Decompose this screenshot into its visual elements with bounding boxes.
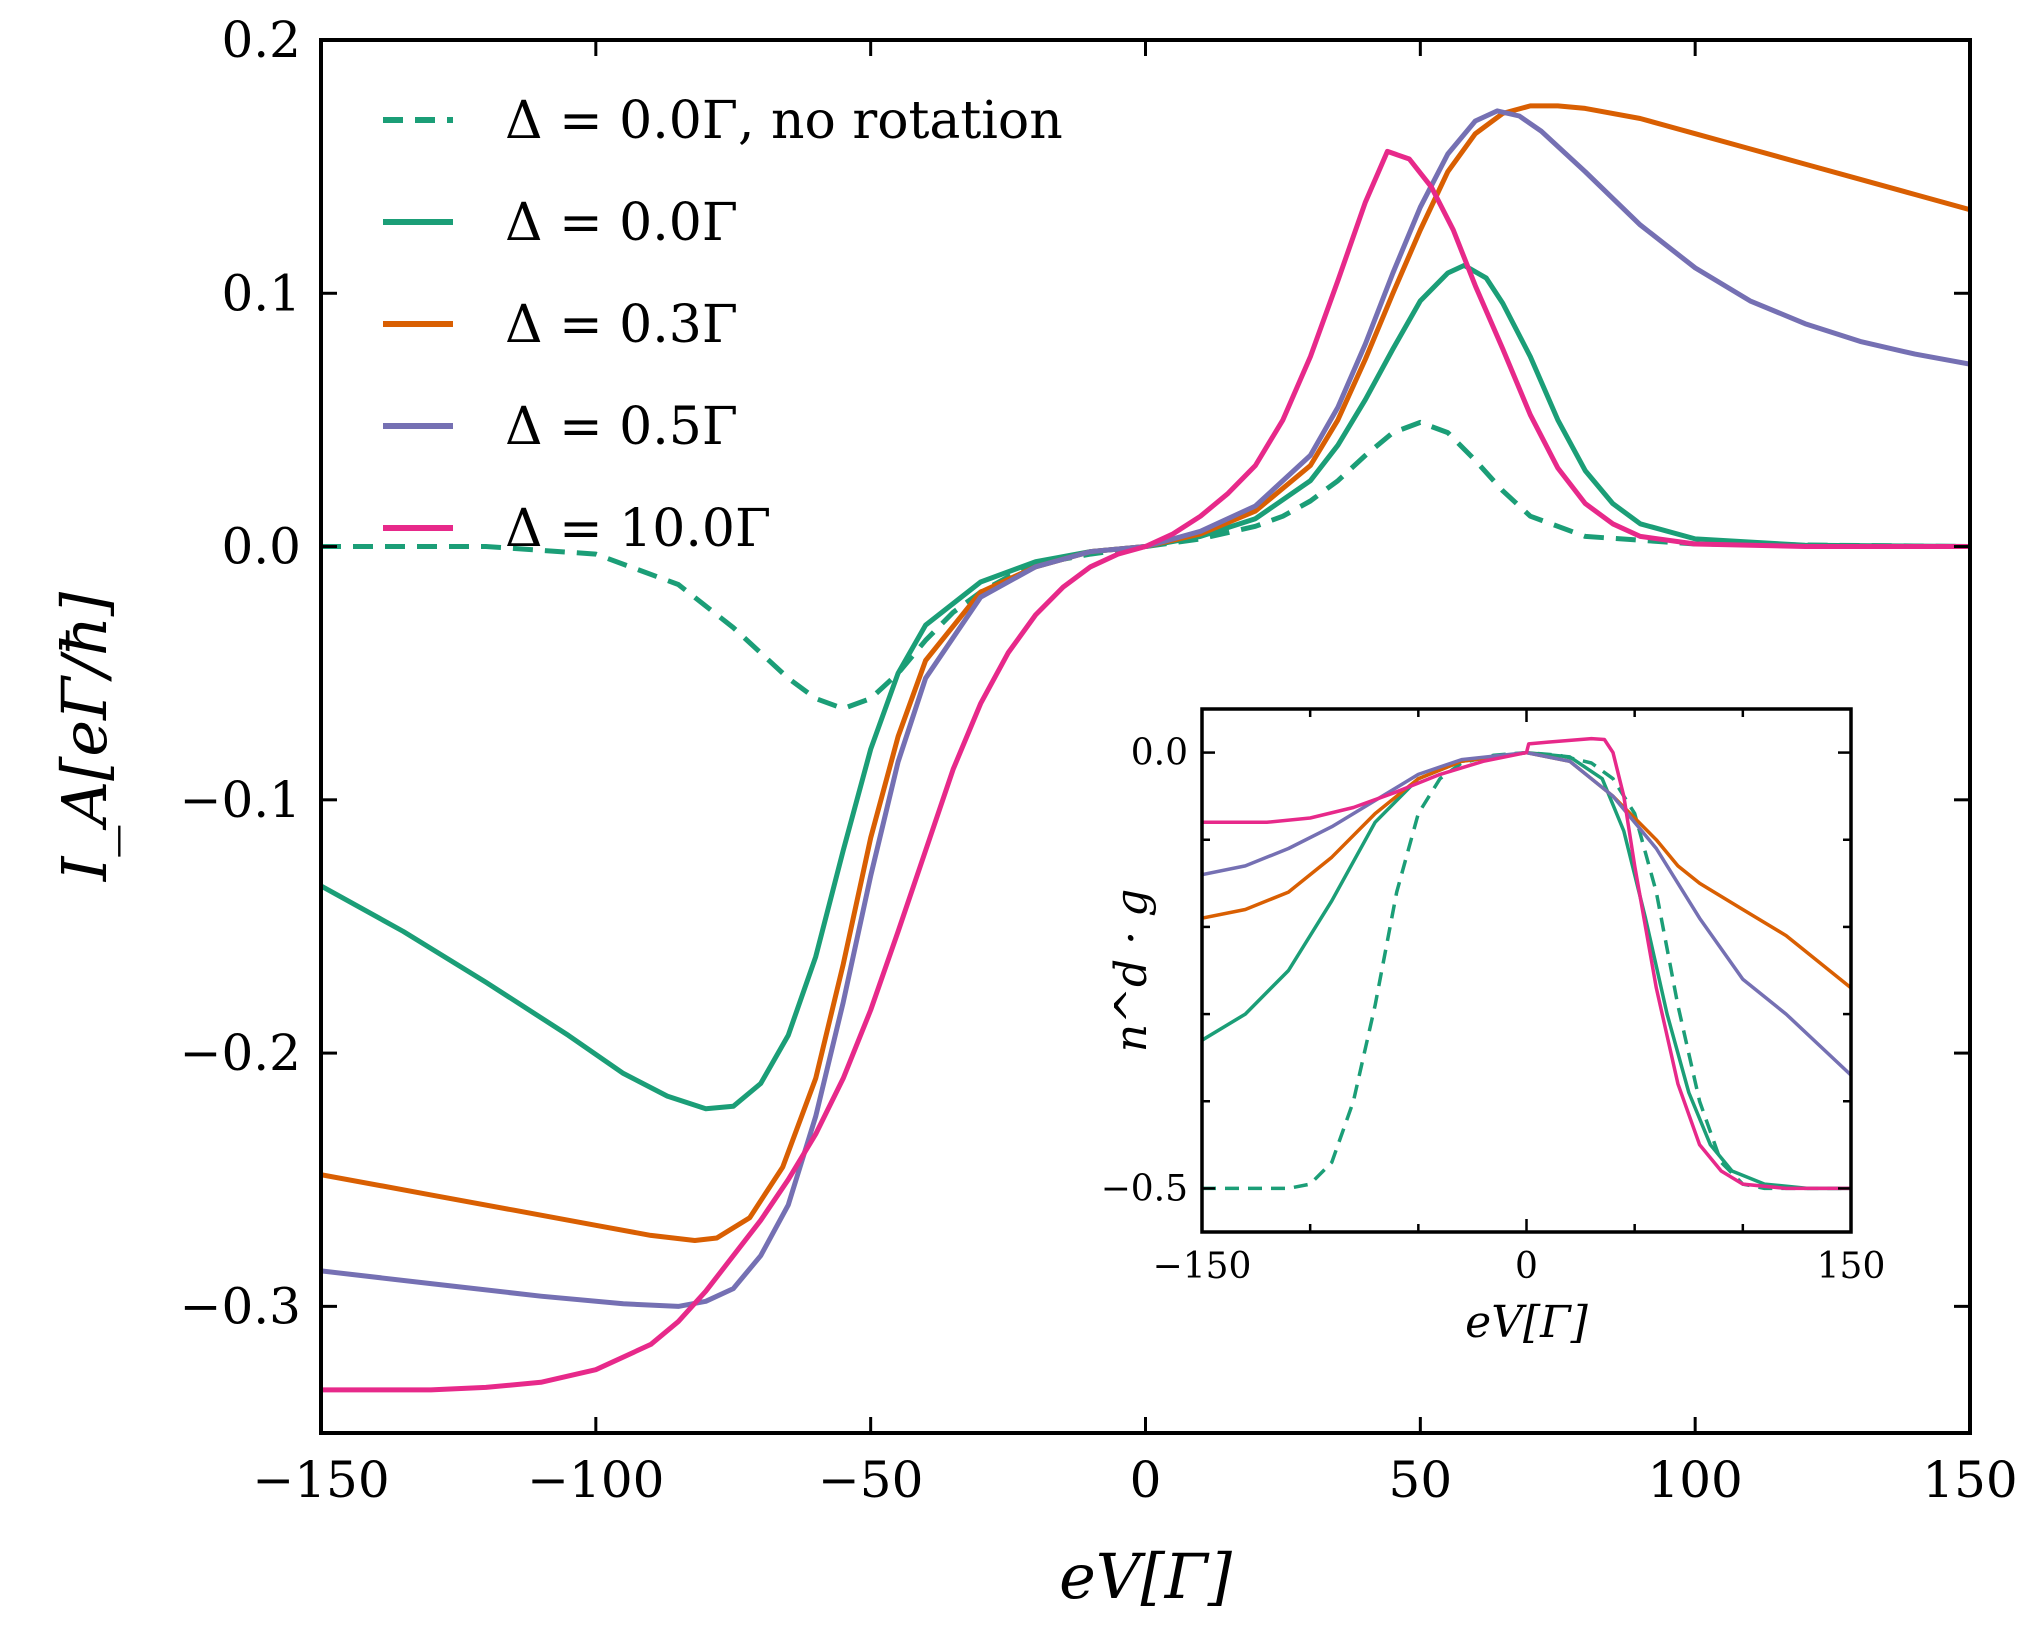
main-y-tick-label: −0.3 (180, 1277, 301, 1335)
inset-y-tick-label: −0.5 (1101, 1168, 1188, 1209)
main-series-line-10-0 (321, 148, 1970, 1393)
main-series-line-0-3 (321, 103, 1970, 1243)
main-series-line-0-5 (321, 108, 1970, 1309)
main-x-tick-label: −50 (818, 1451, 924, 1509)
inset-series-line-0-0 (1202, 750, 1851, 1191)
legend-label-0-5: Δ = 0.5Γ (505, 397, 738, 457)
inset-background (1062, 699, 1871, 1362)
main-x-tick-label: −150 (252, 1451, 389, 1509)
inset-x-axis-title: eV[Γ] (1465, 1297, 1589, 1348)
main-y-tick-label: 0.2 (221, 11, 301, 69)
inset-y-axis-title: n^d · g (1106, 889, 1157, 1053)
main-x-tick-label: 100 (1647, 1451, 1742, 1509)
inset-x-tick-label: 0 (1515, 1246, 1538, 1287)
legend-label-0-0: Δ = 0.0Γ (505, 193, 738, 253)
main-x-tick-label: −100 (527, 1451, 664, 1509)
main-y-tick-label: −0.1 (180, 771, 301, 829)
main-x-tick-label: 0 (1130, 1451, 1162, 1509)
legend-label-0-0-no-rotation: Δ = 0.0Γ, no rotation (505, 91, 1063, 151)
legend: Δ = 0.0Γ, no rotation Δ = 0.0Γ Δ = 0.3Γ Δ =… (383, 91, 1063, 559)
inset-x-tick-label: 150 (1817, 1246, 1886, 1287)
main-y-tick-label: 0.1 (221, 264, 301, 322)
legend-label-10-0: Δ = 10.0Γ (505, 499, 771, 559)
main-y-axis-title: I_A[eΓ/ħ] (48, 591, 121, 882)
main-plot: −150 −100 −50 0 50 100 150 −0.3 −0.2 −0.1 0.0 0.1 0.… (48, 11, 2018, 1613)
inset-plot: −150 0 150 −0.5 0.0 eV[Γ] n^d · g (1062, 699, 1885, 1362)
main-y-tick-label: −0.2 (180, 1024, 301, 1082)
inset-x-tick-label: −150 (1153, 1246, 1252, 1287)
main-x-axis-title: eV[Γ] (1059, 1540, 1233, 1613)
main-y-tick-label: 0.0 (221, 518, 301, 576)
main-series-group (321, 103, 1970, 1393)
inset-series-group (1202, 736, 1851, 1191)
main-series-line-0-0-no-rotation (321, 419, 1970, 712)
main-x-tick-label: 150 (1922, 1451, 2017, 1509)
inset-y-tick-label: 0.0 (1131, 733, 1188, 774)
inset-series-line-10-0 (1202, 736, 1851, 1191)
legend-label-0-3: Δ = 0.3Γ (505, 295, 738, 355)
main-x-tick-label: 50 (1389, 1451, 1453, 1509)
